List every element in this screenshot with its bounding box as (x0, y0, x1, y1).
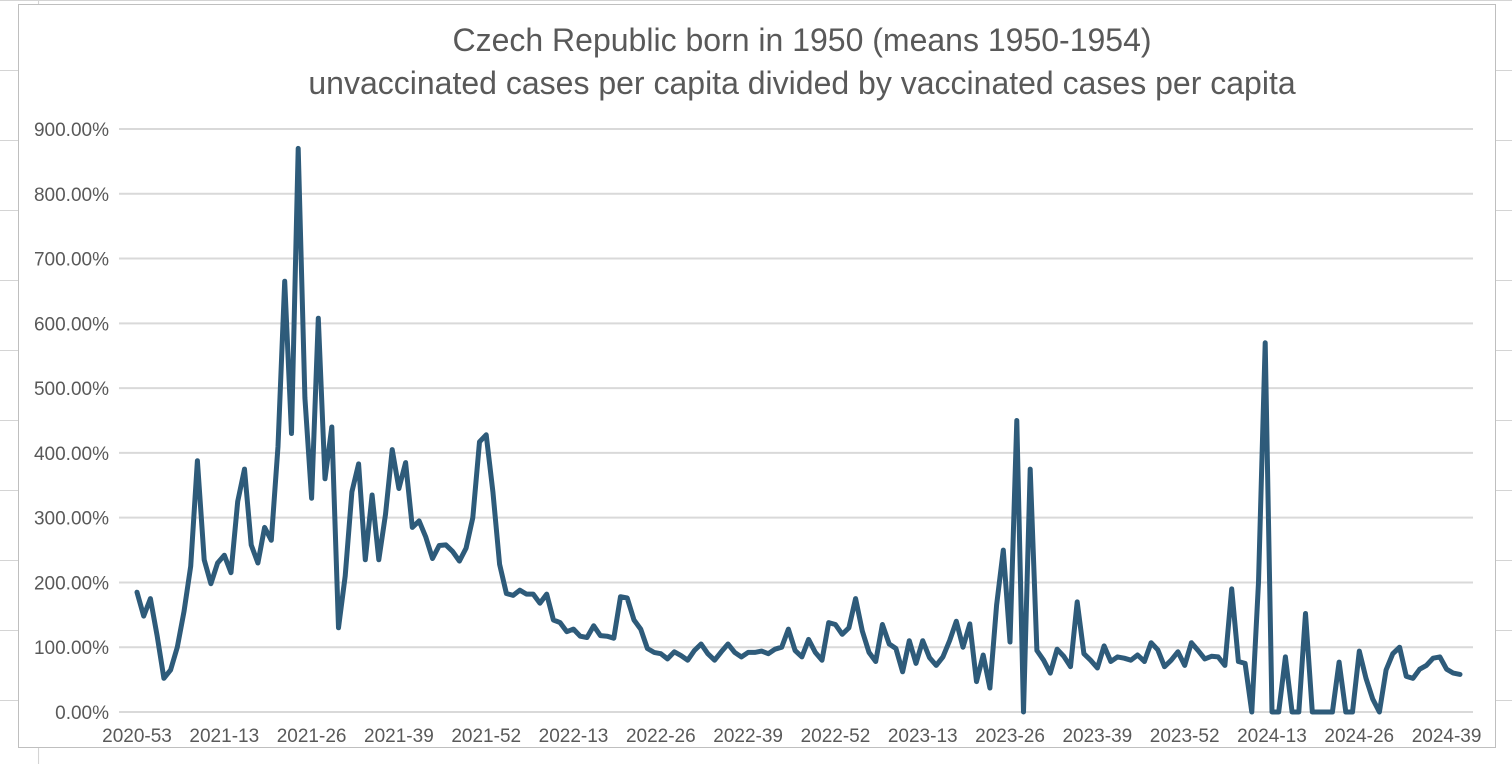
x-tick-label: 2022-13 (539, 726, 609, 747)
x-tick-label: 2024-26 (1324, 726, 1394, 747)
chart-area[interactable]: Czech Republic born in 1950 (means 1950-… (18, 4, 1496, 748)
x-tick-label: 2023-26 (975, 726, 1045, 747)
y-tick-label: 200.00% (34, 573, 109, 594)
y-tick-label: 0.00% (55, 703, 109, 724)
y-axis: 0.00% 100.00% 200.00% 300.00% 400.00% 500.00%… (34, 120, 109, 724)
y-tick-label: 400.00% (34, 444, 109, 465)
x-tick-label: 2021-26 (277, 726, 347, 747)
chart-title: Czech Republic born in 1950 (means 1950-… (452, 22, 1151, 58)
y-tick-label: 300.00% (34, 509, 109, 530)
y-tick-label: 100.00% (34, 638, 109, 659)
x-tick-label: 2021-39 (364, 726, 434, 747)
x-tick-label: 2020-53 (102, 726, 172, 747)
y-tick-label: 800.00% (34, 185, 109, 206)
x-tick-label: 2023-13 (888, 726, 958, 747)
chart-subtitle: unvaccinated cases per capita divided by… (308, 65, 1295, 101)
x-tick-label: 2021-13 (189, 726, 259, 747)
x-axis: 2020-53 2021-13 2021-26 2021-39 2021-52 2022-… (102, 726, 1481, 747)
y-tick-label: 500.00% (34, 379, 109, 400)
x-tick-label: 2023-39 (1062, 726, 1132, 747)
y-tick-label: 600.00% (34, 314, 109, 335)
series-line (134, 145, 1463, 715)
y-tick-label: 900.00% (34, 120, 109, 141)
x-tick-label: 2022-52 (801, 726, 871, 747)
x-tick-label: 2021-52 (451, 726, 521, 747)
x-tick-label: 2022-26 (626, 726, 696, 747)
gridlines (119, 128, 1473, 713)
x-tick-label: 2023-52 (1150, 726, 1220, 747)
y-tick-label: 700.00% (34, 250, 109, 271)
x-tick-label: 2024-13 (1237, 726, 1307, 747)
x-tick-label: 2022-39 (713, 726, 783, 747)
series-layer (134, 145, 1463, 715)
line-chart: Czech Republic born in 1950 (means 1950-… (34, 22, 1481, 747)
x-tick-label: 2024-39 (1412, 726, 1482, 747)
